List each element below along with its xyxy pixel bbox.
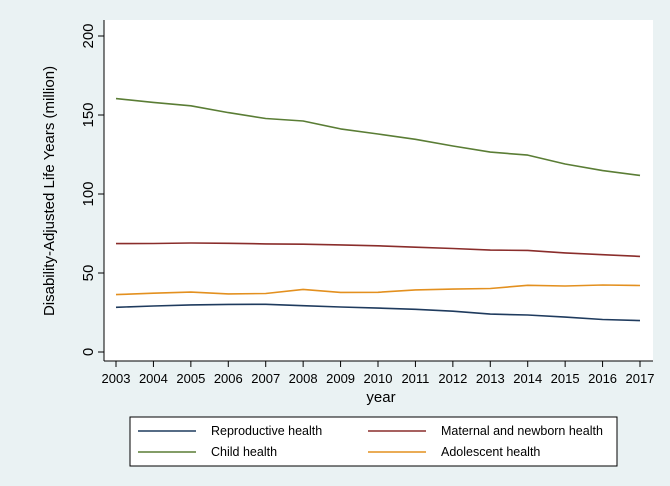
x-tick-label: 2012 — [438, 371, 467, 386]
series-line-adolescent-health — [115, 284, 641, 296]
x-axis-label: year — [366, 389, 395, 406]
x-tick-label: 2010 — [364, 371, 393, 386]
x-tick-label: 2009 — [326, 371, 355, 386]
y-tick-label: 100 — [80, 181, 97, 206]
x-tick-label: 2007 — [251, 371, 280, 386]
x-tick-label: 2005 — [176, 371, 205, 386]
series-line-maternal-and-newborn-health — [115, 242, 641, 258]
series-lines — [115, 97, 641, 322]
x-tick-label: 2011 — [401, 371, 429, 386]
legend: Reproductive health Maternal and newborn … — [129, 416, 618, 467]
plot-area — [104, 20, 653, 361]
series-line-reproductive-health — [115, 303, 641, 322]
legend-label: Adolescent health — [441, 445, 540, 459]
legend-label: Maternal and newborn health — [441, 424, 603, 438]
y-tick-label: 50 — [80, 265, 97, 282]
x-tick-label: 2016 — [588, 371, 617, 386]
x-tick-label: 2003 — [102, 371, 131, 386]
x-axis-ticks: 2003 2004 2005 2006 2007 2008 2009 2010 2011 2012… — [102, 361, 655, 386]
x-tick-label: 2006 — [214, 371, 243, 386]
x-tick-label: 2008 — [289, 371, 318, 386]
series-line-child-health — [115, 97, 641, 177]
x-tick-label: 2004 — [139, 371, 168, 386]
y-axis-ticks: 0 50 100 150 200 — [80, 23, 104, 356]
legend-label: Child health — [211, 445, 277, 459]
legend-box — [129, 416, 618, 467]
x-tick-label: 2015 — [551, 371, 580, 386]
legend-label: Reproductive health — [211, 424, 322, 438]
y-axis-label: Disability-Adjusted Life Years (million) — [41, 66, 58, 316]
y-tick-label: 0 — [80, 348, 97, 356]
y-tick-label: 200 — [80, 23, 97, 48]
x-tick-label: 2017 — [626, 371, 655, 386]
x-tick-label: 2013 — [476, 371, 505, 386]
y-tick-label: 150 — [80, 102, 97, 127]
x-tick-label: 2014 — [513, 371, 542, 386]
